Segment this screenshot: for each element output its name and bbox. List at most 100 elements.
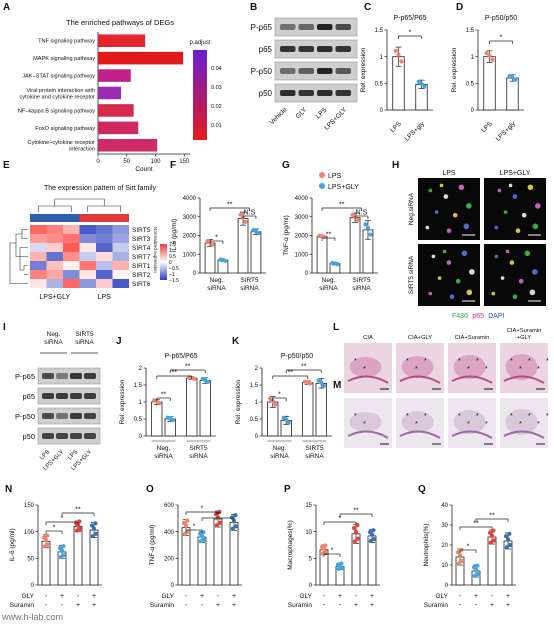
heatmap-cell [30,270,47,279]
panel-c-chart: 0 0.5 1 1.5 Rel. expression P-p65/P65 LPS LPS+g… [360,15,433,143]
bar-5 [98,121,139,135]
blot-label: P-p65 [251,23,273,32]
x-tick-label: LPS+gly [404,120,427,143]
sig-label: * [409,30,412,37]
annotation-star: * [546,358,549,365]
tissue-region [349,357,382,377]
data-point [58,554,63,560]
factor-sign: - [185,602,188,609]
data-point [504,545,509,550]
data-point [491,538,497,543]
bar-6 [98,139,158,152]
heatmap-cell [112,279,129,288]
factor-sign: + [216,602,220,609]
y-tick-label: 0 [193,271,197,277]
panel-letter-K: K [232,336,240,347]
cell-spot [494,225,499,230]
data-point [243,219,248,225]
category-label: JAK–STAT signaling pathway [22,74,95,80]
x-tick-label: 50 [123,159,130,165]
blot-label: p65 [259,45,273,54]
sig-label: ** [227,202,233,209]
factor-label: Suramin [150,602,175,609]
factor-sign: - [77,593,80,600]
heatmap-cell [96,261,113,270]
data-point [74,528,79,533]
category-label: interaction [69,147,95,153]
y-tick-label: 0 [471,108,475,114]
cell-spot [463,223,470,230]
factor-sign: - [323,593,326,600]
blot-label: p65 [22,392,35,401]
cell-spot [449,294,455,300]
heatmap-cell [30,234,47,243]
blot-strip [274,39,358,59]
blot-band [298,68,314,74]
data-point [43,537,49,543]
sig-label: ** [172,370,178,377]
panel-letter-F: F [170,160,176,171]
stain-legend: DAPI [488,313,504,320]
blot-band [84,413,96,419]
heatmap-cell [30,252,47,261]
blot-band [298,46,314,52]
y-tick-label: 30 [441,523,448,529]
heatmap-cell [63,243,80,252]
blot-band [280,68,296,74]
y-tick-label: 0 [255,434,259,440]
column-dendrogram [37,198,122,212]
data-point [215,515,221,520]
factor-label: Suramin [424,602,449,609]
tissue-fiber [503,430,545,439]
group-bar-lps [79,214,129,222]
factor-sign: + [370,593,374,600]
factor-sign: - [459,602,462,609]
annotation-star: * [528,358,531,365]
factor-sign: - [185,593,188,600]
data-point [513,77,518,82]
cell-spot [532,269,538,275]
y-tick-label: 0 [380,108,384,114]
factor-sign: - [45,593,48,600]
y-tick-label: 1 [255,400,259,406]
blot-strip [37,367,101,385]
bar-1-1 [199,380,211,437]
data-point [75,523,81,528]
tissue-fiber [399,430,441,439]
sig-label: ** [215,512,221,519]
panel-i-blot: Neg.siRNASIRT5siRNAP-p65p65P-p50p50LPSLP… [15,331,101,472]
legend-tick: −1 [169,272,175,278]
cell-spot [500,276,505,280]
y-tick-label: 4000 [183,196,197,202]
data-point [319,380,324,385]
data-point [365,225,371,231]
bar-2 [98,69,131,82]
data-point [185,529,191,534]
sig-label: * [215,235,218,242]
y-tick-label: 10 [441,563,448,569]
category-label: TNF signaling pathway [38,39,95,45]
heatmap-cell [112,243,129,252]
cell-spot [469,269,475,275]
heatmap-cell [30,261,47,270]
cell-spot [532,223,539,230]
data-point [93,531,99,536]
data-point [459,558,465,564]
bar-3 [229,521,239,586]
data-point [273,402,278,407]
data-point [393,48,398,54]
heatmap-cell [46,252,63,261]
tissue-region [453,410,486,434]
data-point [352,539,357,544]
blot-label: P-p50 [251,67,273,76]
data-point [503,534,509,539]
data-point [355,536,361,541]
watermark: www.h-lab.com [2,612,64,622]
panel-letter-G: G [282,160,290,171]
group-label: SIRT5 [305,445,324,452]
data-point [419,81,424,86]
data-point [355,217,360,223]
factor-sign: + [232,602,236,609]
y-tick-label: 1.5 [375,28,384,34]
